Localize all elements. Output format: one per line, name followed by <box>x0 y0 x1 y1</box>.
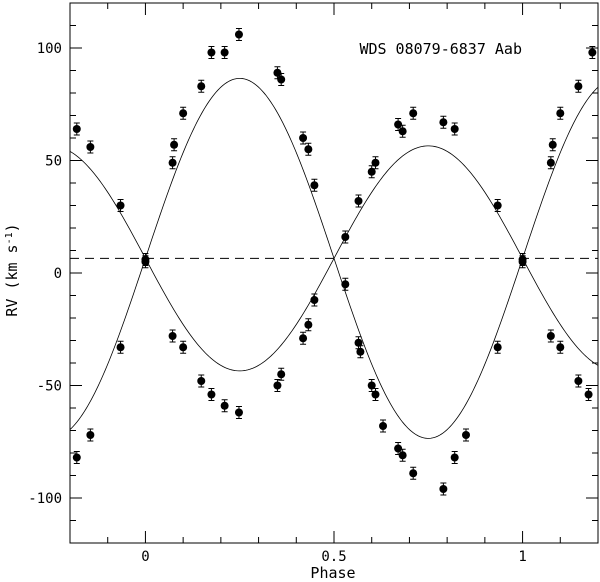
data-point <box>394 444 403 453</box>
data-point <box>398 451 407 460</box>
axis-ticks: 0 0.5 1 100 50 0 -50 -100 <box>28 2 599 565</box>
data-point <box>398 127 407 136</box>
data-point <box>548 140 557 149</box>
data-point <box>197 82 206 91</box>
data-point <box>367 167 376 176</box>
data-point <box>556 343 565 352</box>
secondary-fit-curve <box>69 77 599 439</box>
data-point <box>574 377 583 385</box>
data-point <box>116 201 125 210</box>
data-point <box>546 332 555 340</box>
data-point <box>170 140 179 149</box>
data-point <box>234 408 243 417</box>
x-tick-label: 0 <box>141 549 149 565</box>
y-axis-title-main: RV (km s <box>3 244 21 316</box>
data-point <box>584 390 593 399</box>
data-point <box>72 125 81 133</box>
y-axis-title: RV (km s-1) <box>3 223 21 316</box>
y-tick-label: 0 <box>54 266 62 282</box>
data-point <box>86 431 95 439</box>
y-tick-label: -100 <box>28 491 62 507</box>
data-point <box>341 280 350 289</box>
x-tick-label: 1 <box>518 549 526 565</box>
data-point <box>439 485 448 493</box>
plot-frame <box>69 2 599 544</box>
y-axis-title-sup: -1 <box>4 232 15 244</box>
x-tick-label: 0.5 <box>321 549 346 565</box>
fit-curves <box>69 77 599 439</box>
data-point <box>277 370 286 379</box>
series-secondary <box>72 28 597 496</box>
y-axis-title-close: ) <box>3 223 21 232</box>
data-point <box>299 334 308 343</box>
data-point <box>179 109 188 118</box>
data-point <box>310 296 319 304</box>
data-point <box>179 343 188 352</box>
series-primary <box>72 106 593 419</box>
data-point <box>341 233 350 241</box>
data-point <box>86 143 95 151</box>
data-point <box>207 390 216 399</box>
data-point <box>354 197 363 205</box>
data-point <box>234 30 243 39</box>
data-point <box>588 48 597 57</box>
data-points <box>72 28 597 496</box>
data-point <box>116 343 125 352</box>
x-axis-title: Phase <box>310 564 355 582</box>
data-point <box>439 118 448 127</box>
data-point <box>354 338 363 347</box>
data-point <box>409 109 418 118</box>
data-point <box>220 401 229 410</box>
data-point <box>310 181 319 190</box>
data-point <box>556 109 565 118</box>
data-point <box>197 377 206 385</box>
data-point <box>409 469 418 478</box>
data-point <box>168 158 177 167</box>
data-point <box>367 381 376 390</box>
data-point <box>450 125 459 133</box>
y-tick-label: 50 <box>45 154 62 170</box>
y-tick-label: -50 <box>37 379 62 395</box>
data-point <box>574 82 583 91</box>
data-point <box>450 453 459 462</box>
data-point <box>220 48 229 57</box>
data-point <box>379 422 388 430</box>
data-point <box>72 453 81 462</box>
chart-annotation: WDS 08079-6837 Aab <box>359 40 522 58</box>
data-point <box>273 68 282 77</box>
data-point <box>299 134 308 142</box>
data-point <box>371 390 380 399</box>
data-point <box>304 145 313 154</box>
data-point <box>493 201 502 210</box>
data-point <box>371 158 380 167</box>
data-point <box>493 343 502 352</box>
data-point <box>304 320 313 329</box>
data-point <box>207 48 216 57</box>
data-point <box>356 347 365 356</box>
data-point <box>273 381 282 390</box>
data-point <box>168 332 177 340</box>
data-point <box>518 255 527 264</box>
data-point <box>141 255 150 264</box>
y-tick-label: 100 <box>37 41 62 57</box>
data-point <box>546 158 555 167</box>
data-point <box>394 120 403 129</box>
data-point <box>462 431 470 439</box>
data-point <box>277 75 286 84</box>
